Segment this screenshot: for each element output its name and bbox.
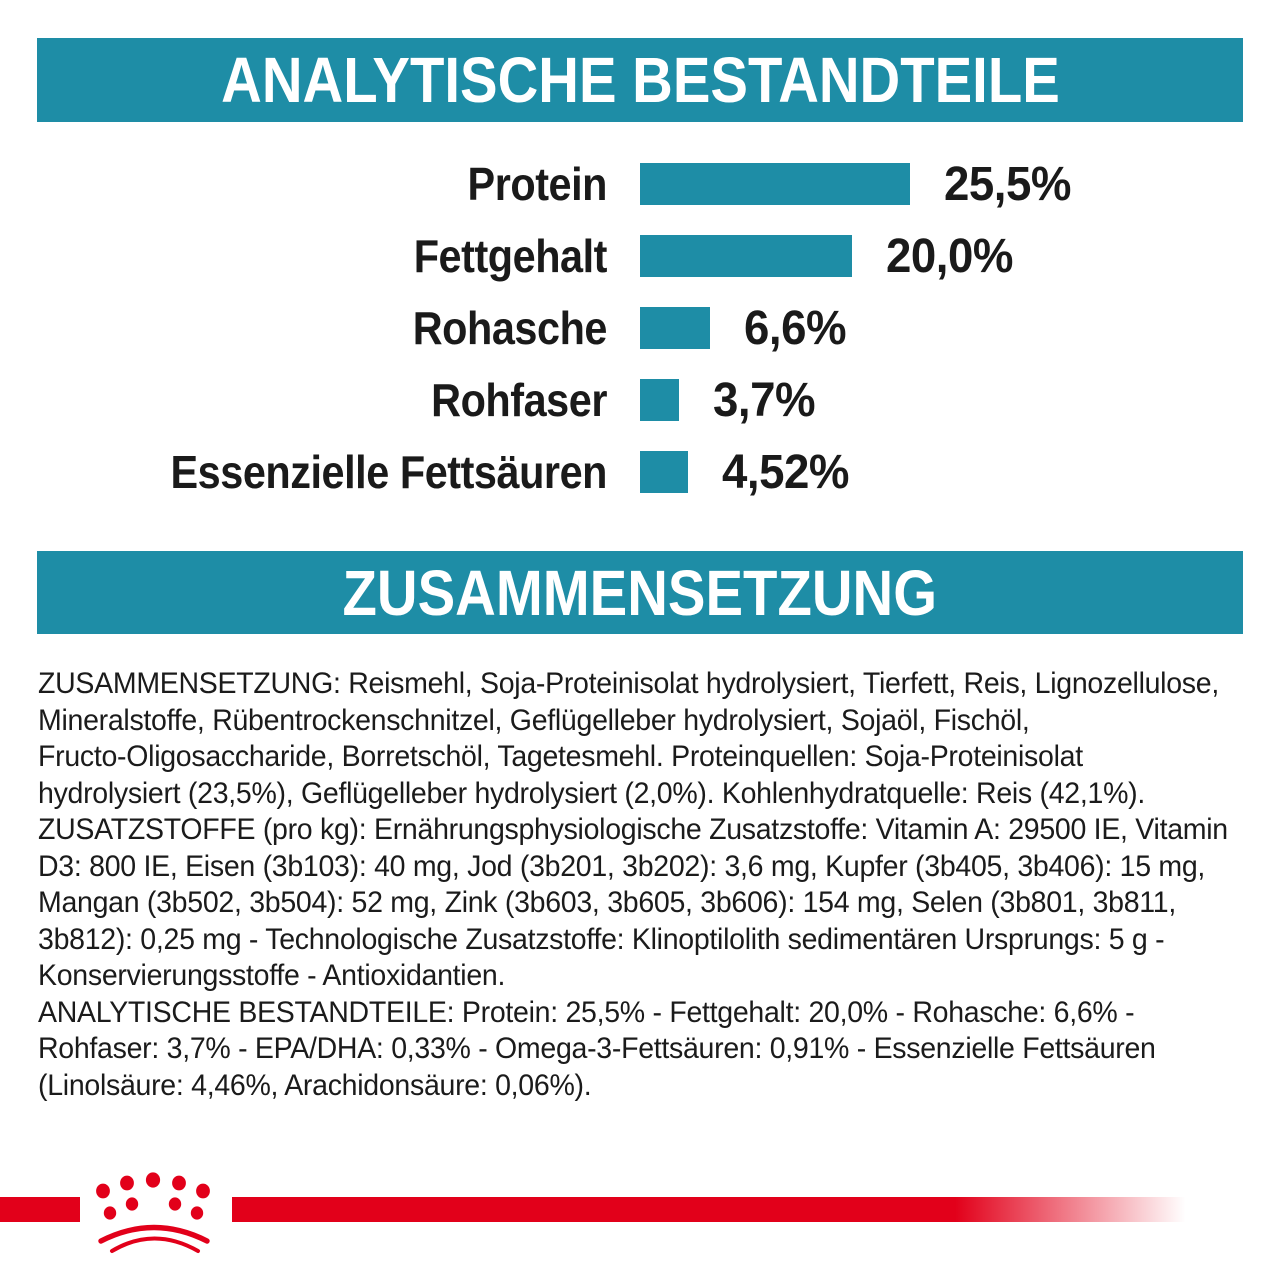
composition-header-title: ZUSAMMENSETZUNG bbox=[342, 556, 938, 629]
chart-row-essenzielle-fettsaeuren: Essenzielle Fettsäuren 4,52% bbox=[0, 446, 1280, 499]
composition-line: ANALYTISCHE BESTANDTEILE: Protein: 25,5%… bbox=[38, 995, 1135, 1029]
bar-label-rohfaser: Rohfaser bbox=[431, 374, 607, 426]
bar-value-fettgehalt: 20,0% bbox=[886, 229, 1013, 283]
chart-row-rohasche: Rohasche 6,6% bbox=[0, 302, 1280, 355]
bar-value-essenzielle-fettsaeuren: 4,52% bbox=[721, 445, 849, 499]
brand-stripe-right bbox=[232, 1197, 1280, 1222]
bar-label-essenzielle-fettsaeuren: Essenzielle Fettsäuren bbox=[170, 446, 608, 498]
bar-value-protein: 25,5% bbox=[944, 157, 1072, 211]
section-header-analytical: ANALYTISCHE BESTANDTEILE bbox=[37, 38, 1243, 122]
brand-stripe-left bbox=[0, 1197, 80, 1222]
bar-fettgehalt bbox=[640, 235, 852, 277]
composition-line: Rohfaser: 3,7% - EPA/DHA: 0,33% - Omega-… bbox=[38, 1032, 1156, 1065]
analytical-header-title: ANALYTISCHE BESTANDTEILE bbox=[220, 44, 1060, 116]
composition-line: D3: 800 IE, Eisen (3b103): 40 mg, Jod (3… bbox=[38, 849, 1206, 883]
bar-rohfaser bbox=[640, 379, 680, 421]
bar-value-rohasche: 6,6% bbox=[743, 301, 847, 355]
composition-line: hydrolysiert (23,5%), Geflügelleber hydr… bbox=[38, 776, 1145, 810]
section-header-composition: ZUSAMMENSETZUNG bbox=[37, 551, 1243, 634]
chart-row-fettgehalt: Fettgehalt 20,0% bbox=[0, 230, 1280, 283]
composition-line: (Linolsäure: 4,46%, Arachidonsäure: 0,06… bbox=[38, 1068, 592, 1102]
analytical-bar-chart: Protein 25,5% Fettgehalt 20,0% Rohasche … bbox=[0, 158, 1280, 499]
bar-essenzielle-fettsaeuren bbox=[640, 451, 688, 493]
composition-line: 3b812): 0,25 mg - Technologische Zusatzs… bbox=[38, 922, 1165, 956]
bar-label-protein: Protein bbox=[467, 158, 608, 210]
composition-line: Fructo-Oligosaccharide, Borretschöl, Tag… bbox=[38, 740, 1083, 773]
composition-line: Mineralstoffe, Rübentrockenschnitzel, Ge… bbox=[38, 703, 1030, 737]
composition-line: Mangan (3b502, 3b504): 52 mg, Zink (3b60… bbox=[38, 886, 1176, 919]
chart-row-rohfaser: Rohfaser 3,7% bbox=[0, 374, 1280, 427]
bar-protein bbox=[640, 163, 911, 205]
crown-paw-logo-icon bbox=[96, 1172, 210, 1253]
bar-label-fettgehalt: Fettgehalt bbox=[413, 230, 608, 282]
bar-rohasche bbox=[640, 307, 710, 349]
bar-label-rohasche: Rohasche bbox=[412, 302, 608, 354]
composition-line: ZUSATZSTOFFE (pro kg): Ernährungsphysiol… bbox=[38, 813, 1228, 846]
bar-value-rohfaser: 3,7% bbox=[713, 373, 816, 427]
chart-row-protein: Protein 25,5% bbox=[0, 158, 1280, 211]
composition-line: Konservierungsstoffe - Antioxidantien. bbox=[38, 959, 506, 992]
composition-line: ZUSAMMENSETZUNG: Reismehl, Soja-Proteini… bbox=[38, 667, 1219, 700]
composition-text-block: ZUSAMMENSETZUNG: Reismehl, Soja-Proteini… bbox=[38, 666, 1228, 1104]
